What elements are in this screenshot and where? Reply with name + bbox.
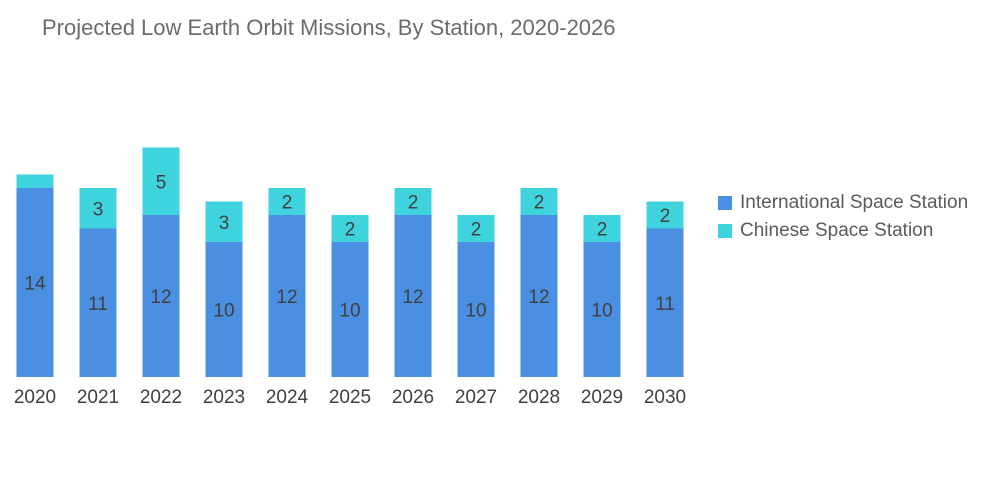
bar-css-2022 <box>142 147 180 215</box>
bar-css-2023 <box>205 201 243 242</box>
legend-swatch-iss <box>718 196 732 210</box>
bar-css-2026 <box>394 188 432 215</box>
data-label-css-2024: 2 <box>282 193 293 214</box>
data-label-iss-2030: 11 <box>655 294 675 315</box>
x-tick-label-2028: 2028 <box>518 387 560 408</box>
bar-css-2028 <box>520 188 558 215</box>
bar-css-2024 <box>268 188 306 215</box>
x-tick-label-2025: 2025 <box>329 387 371 408</box>
bar-iss-2022 <box>142 215 180 377</box>
data-label-css-2030: 2 <box>660 206 671 227</box>
data-label-iss-2026: 12 <box>402 287 423 308</box>
x-tick-label-2026: 2026 <box>392 387 434 408</box>
x-tick-label-2021: 2021 <box>77 387 119 408</box>
bar-iss-2029 <box>583 242 621 377</box>
stacked-bar-chart: 14 2020 11 3 2021 12 5 2022 10 3 2023 12 2 2024 10 2 202… <box>14 147 686 408</box>
bar-iss-2024 <box>268 215 306 377</box>
legend-swatch-css <box>718 224 732 238</box>
x-tick-label-2024: 2024 <box>266 387 309 408</box>
data-label-iss-2025: 10 <box>339 301 360 322</box>
x-tick-label-2030: 2030 <box>644 387 686 408</box>
data-label-css-2022: 5 <box>156 172 167 193</box>
bar-iss-2020 <box>16 188 54 377</box>
data-label-css-2028: 2 <box>534 193 545 214</box>
data-label-css-2029: 2 <box>597 220 608 241</box>
data-label-iss-2020: 14 <box>24 274 46 295</box>
data-label-css-2023: 3 <box>219 213 230 234</box>
bar-css-2027 <box>457 215 495 242</box>
legend-item-css: Chinese Space Station <box>718 217 968 245</box>
bar-css-2021 <box>79 188 117 229</box>
x-tick-label-2022: 2022 <box>140 387 182 408</box>
data-label-css-2021: 3 <box>93 199 104 220</box>
chart-title: Projected Low Earth Orbit Missions, By S… <box>42 15 616 40</box>
legend-label-iss: International Space Station <box>740 192 969 213</box>
data-label-css-2025: 2 <box>345 220 356 241</box>
bar-iss-2021 <box>79 228 117 377</box>
data-label-iss-2027: 10 <box>465 301 486 322</box>
x-tick-label-2020: 2020 <box>14 387 56 408</box>
data-label-iss-2021: 11 <box>88 294 108 315</box>
x-tick-label-2027: 2027 <box>455 387 497 408</box>
bar-iss-2030 <box>646 228 684 377</box>
bar-iss-2028 <box>520 215 558 377</box>
data-label-iss-2029: 10 <box>591 301 612 322</box>
data-label-iss-2023: 10 <box>213 301 234 322</box>
bar-iss-2023 <box>205 242 243 377</box>
bar-css-2025 <box>331 215 369 242</box>
bar-css-2020 <box>16 174 54 188</box>
bar-iss-2027 <box>457 242 495 377</box>
x-tick-label-2023: 2023 <box>203 387 245 408</box>
legend-item-iss: International Space Station <box>718 189 968 217</box>
chart-legend: International Space Station Chinese Spac… <box>718 189 968 245</box>
x-tick-label-2029: 2029 <box>581 387 623 408</box>
data-label-css-2026: 2 <box>408 193 419 214</box>
bar-iss-2025 <box>331 242 369 377</box>
bar-css-2030 <box>646 201 684 229</box>
data-label-iss-2024: 12 <box>276 287 297 308</box>
bar-iss-2026 <box>394 215 432 377</box>
data-label-iss-2022: 12 <box>150 287 171 308</box>
bar-css-2029 <box>583 215 621 242</box>
legend-label-css: Chinese Space Station <box>740 220 934 241</box>
data-label-css-2027: 2 <box>471 220 482 241</box>
data-label-iss-2028: 12 <box>528 287 549 308</box>
